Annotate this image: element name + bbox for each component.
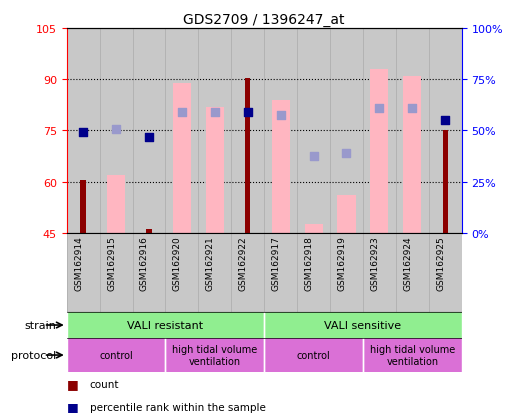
Text: GSM162923: GSM162923 (370, 236, 380, 290)
Bar (206, 107, 224, 233)
Text: GSM162918: GSM162918 (305, 236, 313, 290)
Bar (231, 233, 264, 312)
Point (408, 106, 417, 112)
Bar (165, 29, 199, 233)
Point (145, 135, 153, 141)
Title: GDS2709 / 1396247_at: GDS2709 / 1396247_at (184, 12, 345, 26)
Bar (271, 100, 290, 233)
Text: protocol: protocol (11, 350, 56, 360)
Point (342, 150, 350, 157)
Bar (429, 29, 462, 233)
Bar (330, 233, 363, 312)
Text: high tidal volume
ventilation: high tidal volume ventilation (172, 344, 258, 366)
Bar (264, 233, 297, 312)
Text: high tidal volume
ventilation: high tidal volume ventilation (370, 344, 455, 366)
Bar (132, 29, 165, 233)
Text: GSM162924: GSM162924 (403, 236, 412, 290)
Bar (429, 233, 462, 312)
Bar (165, 233, 199, 312)
Text: count: count (90, 379, 120, 389)
Bar (67, 29, 100, 233)
Bar (264, 29, 297, 233)
Bar (81, 180, 86, 233)
Bar (363, 29, 396, 233)
Bar (100, 233, 132, 312)
Bar (67, 312, 264, 339)
Text: control: control (297, 350, 330, 360)
Point (211, 109, 219, 116)
Bar (173, 83, 191, 233)
Text: GSM162916: GSM162916 (140, 236, 149, 290)
Text: GSM162921: GSM162921 (206, 236, 215, 290)
Text: GSM162919: GSM162919 (338, 236, 346, 290)
Bar (132, 233, 165, 312)
Point (441, 118, 449, 124)
Point (79, 130, 87, 136)
Bar (330, 29, 363, 233)
Bar (396, 29, 429, 233)
Point (376, 106, 384, 112)
Text: GSM162925: GSM162925 (436, 236, 445, 290)
Text: VALI sensitive: VALI sensitive (324, 320, 402, 330)
Bar (363, 339, 462, 372)
Bar (297, 233, 330, 312)
Bar (67, 233, 100, 312)
Text: GSM162917: GSM162917 (272, 236, 281, 290)
Text: GSM162920: GSM162920 (173, 236, 182, 290)
Bar (146, 230, 152, 233)
Text: control: control (99, 350, 133, 360)
Bar (305, 225, 323, 233)
Bar (363, 233, 396, 312)
Bar (403, 76, 421, 233)
Text: VALI resistant: VALI resistant (127, 320, 204, 330)
Bar (396, 233, 429, 312)
Point (309, 153, 318, 160)
Point (112, 126, 120, 133)
Text: percentile rank within the sample: percentile rank within the sample (90, 402, 266, 412)
Point (244, 109, 252, 116)
Text: strain: strain (25, 320, 56, 330)
Bar (107, 176, 125, 233)
Bar (231, 29, 264, 233)
Text: GSM162922: GSM162922 (239, 236, 248, 290)
Point (277, 112, 285, 119)
Bar (338, 196, 356, 233)
Bar (297, 29, 330, 233)
Bar (67, 339, 165, 372)
Bar (199, 233, 231, 312)
Bar (370, 70, 388, 233)
Text: ■: ■ (67, 377, 78, 391)
Bar (165, 339, 264, 372)
Bar (199, 29, 231, 233)
Point (178, 109, 186, 116)
Text: GSM162915: GSM162915 (107, 236, 116, 290)
Bar (245, 78, 250, 233)
Text: GSM162914: GSM162914 (74, 236, 83, 290)
Text: ■: ■ (67, 400, 78, 413)
Bar (264, 312, 462, 339)
Bar (264, 339, 363, 372)
Bar (443, 131, 448, 233)
Bar (100, 29, 132, 233)
